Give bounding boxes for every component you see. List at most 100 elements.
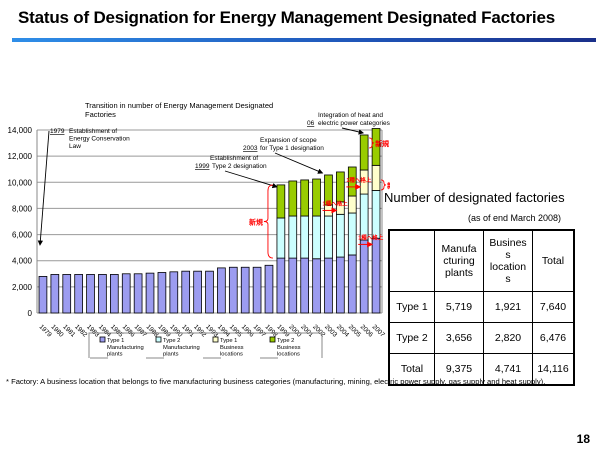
annotation-year: 1999 (195, 163, 210, 170)
annotation-text: Establishment of (69, 128, 117, 135)
bar-segment (276, 217, 286, 259)
bars (38, 128, 381, 314)
y-tick-label: 6,000 (12, 231, 33, 240)
x-tick-label: 1998 (264, 323, 279, 338)
y-tick-label: 14,000 (8, 126, 33, 135)
bar-segment (145, 272, 155, 314)
bar-segment (288, 257, 298, 314)
bar-segment (133, 273, 143, 314)
legend-swatch (269, 336, 276, 343)
legend-swatch (212, 336, 219, 343)
legend-swatch (155, 336, 162, 343)
x-tick-label: 2006 (359, 323, 374, 338)
bar-segment (324, 257, 333, 314)
bar-segment (98, 274, 107, 314)
bar-segment (62, 274, 72, 314)
bar-segment (371, 164, 381, 191)
bar-segment (312, 178, 321, 217)
legend-label: Manufacturing (107, 345, 144, 351)
title-underline (12, 38, 596, 42)
annotation-text: electric power categories (318, 120, 390, 127)
y-tick-label: 0 (28, 309, 33, 318)
cell: 6,476 (532, 322, 575, 354)
annotation-year: 1979 (50, 128, 65, 135)
bar-segment (371, 190, 381, 239)
header-cell-total: Total (532, 229, 575, 292)
bar-segment (347, 254, 357, 314)
annotation-year: 2003 (243, 145, 258, 152)
bar-segment (359, 193, 369, 241)
bar-segment (300, 179, 309, 217)
bar-segment (371, 237, 381, 314)
cell: 2,820 (483, 322, 533, 354)
row-label: Total (388, 353, 435, 386)
annotation-text: Energy Conservation (69, 136, 130, 143)
bar-segment (121, 273, 131, 314)
summary-table: Manufa cturing plants Busines s location… (388, 229, 575, 386)
bar-segment (228, 266, 238, 314)
annotation-upgrade: 1種へ格上 (346, 176, 372, 190)
annotation-text: 1種へ格上 (323, 199, 349, 207)
x-tick-label: 1990 (168, 323, 183, 338)
bar-segment (252, 266, 262, 314)
annotation-text: Expansion of scope (260, 137, 317, 144)
annotation-text: Type 2 designation (212, 163, 267, 170)
bar-segment (300, 215, 309, 259)
table-row: Total 9,375 4,741 14,116 (388, 353, 575, 386)
row-label: Type 2 (388, 322, 435, 354)
cell: 4,741 (483, 353, 533, 386)
chart-title: Transition in number of Energy Managemen… (85, 101, 273, 110)
x-tick-label: 1979 (38, 323, 53, 338)
y-tick-label: 2,000 (12, 283, 33, 292)
legend-label: locations (277, 352, 300, 358)
table-subtitle: (as of end March 2008) (468, 213, 562, 223)
annotation-upgrade: 1種へ格上 (322, 199, 349, 214)
bar-segment (193, 270, 202, 314)
legend-label: Type 1 (107, 338, 124, 344)
annotation-year: 06 (307, 120, 315, 127)
bar-segment (324, 174, 333, 206)
legend-frame (88, 332, 323, 358)
table-row: Type 1 5,719 1,921 7,640 (388, 291, 575, 323)
annotation-arrow (341, 127, 365, 135)
bar-segment (110, 274, 119, 314)
annotation-text: for Type 1 designation (260, 145, 324, 152)
cell: 1,921 (483, 291, 533, 323)
bar-segment (181, 270, 191, 314)
bar-segment (359, 134, 369, 171)
bar-segment (336, 213, 345, 258)
bar-segment (288, 215, 298, 259)
annotation-text: 新規 (375, 139, 389, 148)
bar-segment (276, 184, 286, 219)
row-label: Type 1 (388, 291, 435, 323)
y-tick-label: 8,000 (12, 204, 33, 213)
y-tick-label: 10,000 (8, 178, 33, 187)
annotation-text: 1種へ格上 (358, 233, 384, 241)
bar-segment (205, 270, 214, 314)
annotation-text: 新規 (249, 218, 263, 227)
cell: 3,656 (434, 322, 484, 354)
y-tick-label: 4,000 (12, 257, 33, 266)
legend-label: plants (107, 352, 123, 358)
cell: 7,640 (532, 291, 575, 323)
page-number: 18 (576, 432, 590, 446)
bar-segment (336, 256, 345, 314)
x-tick-label: 2007 (371, 323, 386, 338)
bar-segment (264, 264, 274, 314)
annotation-text: 新規 (387, 181, 390, 190)
x-tick-label: 1982 (73, 323, 88, 338)
legend-swatch (99, 336, 106, 343)
header-cell-business: Busines s location s (483, 229, 533, 292)
bar-segment (300, 257, 309, 314)
stacked-bar-chart: 02,0004,0006,0008,00010,00012,00014,000 … (8, 101, 390, 359)
annotation-new-bracket: 新規 (249, 184, 273, 259)
legend-label: Business (277, 345, 301, 351)
red-bracket (263, 184, 273, 259)
footnote: * Factory: A business location that belo… (6, 377, 546, 386)
x-tick-label: 1992 (192, 323, 207, 338)
bar-segment (347, 195, 357, 214)
cell: 14,116 (532, 353, 575, 386)
